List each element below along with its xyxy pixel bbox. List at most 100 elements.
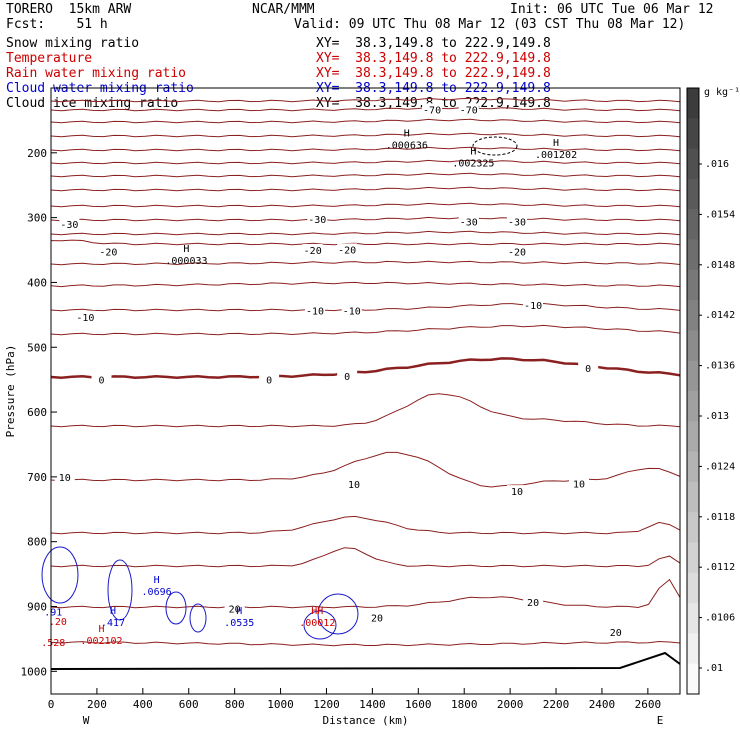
- temperature-label-bg: [341, 304, 362, 317]
- isotherm-line: [50, 202, 681, 208]
- y-tick-label: 800: [27, 536, 47, 549]
- colorbar-tick-label: .01: [705, 663, 723, 674]
- model-title: TORERO 15km ARW: [6, 2, 132, 17]
- maximum-mark: H: [404, 128, 410, 139]
- y-tick-label: 200: [27, 147, 47, 160]
- x-tick-label: 1000: [267, 698, 294, 711]
- field-name: Temperature: [6, 51, 93, 66]
- colorbar-band: [687, 663, 699, 695]
- isotherm-line: [50, 302, 681, 312]
- colorbar-tick-label: .0148: [705, 260, 735, 271]
- maximum-value: .000636: [386, 140, 428, 151]
- y-tick-label: 300: [27, 212, 47, 225]
- maximum-value: .00012: [299, 618, 335, 629]
- plot-frame: [50, 87, 681, 695]
- isotherm-line: [50, 159, 681, 165]
- colorbar-tick-label: .0112: [705, 562, 735, 573]
- y-tick-label: 900: [27, 601, 47, 614]
- maximum-value: .0535: [224, 618, 254, 629]
- x-tick-label: 200: [87, 698, 107, 711]
- maximum-value: .002325: [452, 159, 494, 170]
- temperature-label-bg: [302, 244, 323, 257]
- cloud-water-contour: [107, 559, 133, 621]
- forecast-hour: Fcst: 51 h: [6, 17, 108, 32]
- temperature-label-bg: [578, 361, 599, 374]
- temperature-label: -30: [460, 218, 478, 229]
- colorbar-tick-label: .016: [705, 159, 729, 170]
- center-name: NCAR/MMM: [252, 2, 315, 17]
- colorbar-band: [687, 572, 699, 604]
- temperature-label-bg: [507, 485, 528, 498]
- colorbar-band: [687, 148, 699, 180]
- valid-time: Valid: 09 UTC Thu 08 Mar 12 (03 CST Thu …: [294, 17, 686, 32]
- cloud-water-contour: [165, 591, 187, 625]
- temperature-label-bg: [344, 478, 365, 491]
- y-axis-label: Pressure (hPa): [4, 345, 17, 438]
- colorbar-band: [687, 330, 699, 362]
- temperature-label: 0: [585, 364, 591, 375]
- temperature-label: 10: [348, 480, 360, 491]
- colorbar-unit: g kg⁻¹: [704, 87, 740, 98]
- isotherm-line: [50, 216, 681, 222]
- isotherm-line: [50, 547, 681, 568]
- x-tick-label: 1600: [405, 698, 432, 711]
- temperature-label: -20: [99, 247, 117, 258]
- maximum-mark: H: [154, 575, 160, 586]
- maximum-mark: H: [110, 606, 116, 617]
- temperature-label-bg: [337, 369, 358, 382]
- colorbar-tick-label: .0118: [705, 512, 735, 523]
- colorbar-band: [687, 603, 699, 634]
- colorbar-band: [687, 209, 699, 240]
- isotherm-line: [50, 578, 681, 609]
- temperature-label: -70: [460, 105, 478, 116]
- x-tick-label: 400: [133, 698, 153, 711]
- colorbar-tick-label: .0124: [705, 461, 735, 472]
- temperature-label: 0: [266, 376, 272, 387]
- temperature-label-bg: [59, 218, 80, 231]
- maximum-mark: HH: [311, 606, 323, 617]
- temperature-label-bg: [54, 470, 75, 483]
- isotherm-line: [50, 239, 681, 246]
- temperature-label-bg: [507, 245, 528, 258]
- y-tick-label: 500: [27, 341, 47, 354]
- temperature-label-bg: [422, 103, 443, 116]
- temperature-label: 20: [229, 604, 241, 615]
- x-tick-label: 2200: [543, 698, 570, 711]
- x-tick-label: 0: [48, 698, 55, 711]
- temperature-label: -10: [306, 306, 324, 317]
- colorbar-band: [687, 88, 699, 119]
- maximum-mark: H: [553, 138, 559, 149]
- y-tick-label: 400: [27, 276, 47, 289]
- isotherm-line: [50, 393, 681, 428]
- temperature-label-bg: [75, 310, 96, 323]
- temperature-label: -30: [60, 220, 78, 231]
- x-tick-label: 600: [179, 698, 199, 711]
- colorbar-tick-label: .013: [705, 411, 729, 422]
- temperature-label: -70: [423, 105, 441, 116]
- maximum-value: .417: [101, 618, 125, 629]
- colorbar-band: [687, 269, 699, 301]
- x-axis-label: Distance (km): [322, 714, 408, 727]
- colorbar-tick-label: .0106: [705, 613, 735, 624]
- colorbar-band: [687, 360, 699, 392]
- field-xy-range: XY= 38.3,149.8 to 222.9,149.8: [316, 51, 551, 66]
- colorbar-band: [687, 633, 699, 665]
- maximum-value: .20: [49, 617, 67, 628]
- snow-contour: [472, 136, 518, 156]
- cloud-water-contour: [41, 546, 79, 604]
- colorbar-band: [687, 300, 699, 331]
- isotherm-line: [50, 260, 681, 266]
- temperature-label-bg: [337, 243, 358, 256]
- temperature-label-bg: [259, 373, 280, 386]
- isotherm-line: [50, 132, 681, 138]
- isotherm-line: [50, 281, 681, 288]
- colorbar-band: [687, 118, 699, 150]
- colorbar-tick-label: .0142: [705, 310, 735, 321]
- temperature-label: -20: [304, 246, 322, 257]
- temperature-label: 10: [59, 473, 71, 484]
- colorbar-band: [687, 512, 699, 543]
- isotherm-line: [50, 172, 681, 178]
- maximum-mark: H: [98, 624, 104, 635]
- maximum-value: .002102: [80, 636, 122, 647]
